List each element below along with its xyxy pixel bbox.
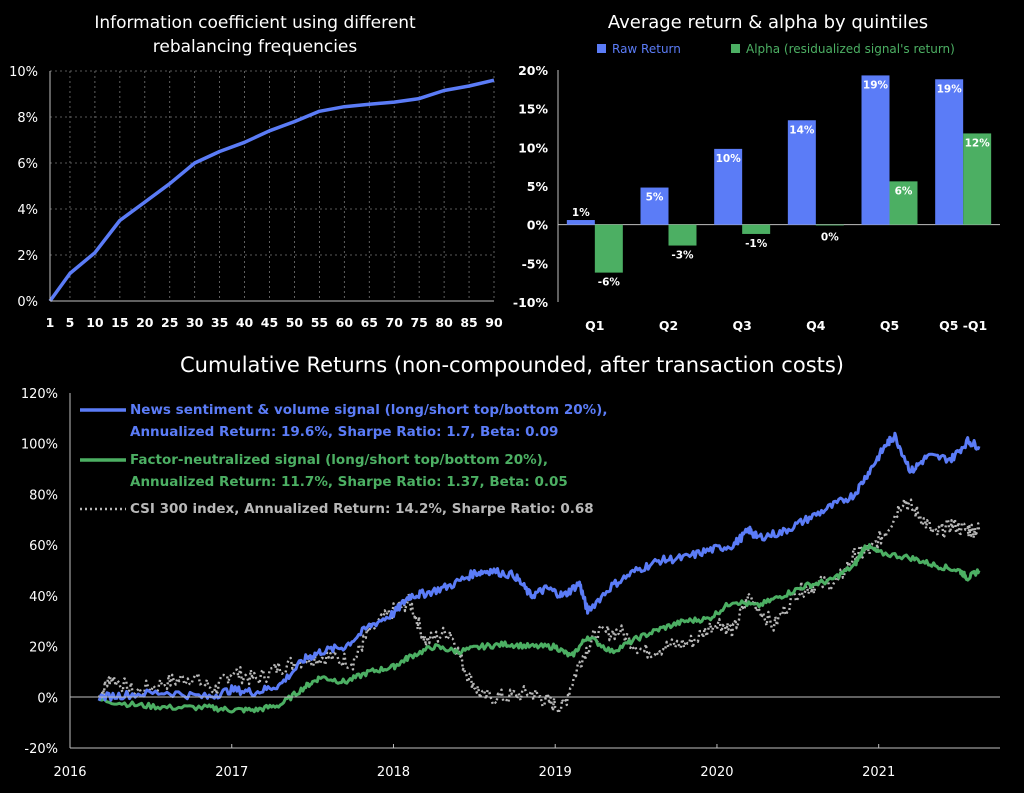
category-label: Q1 xyxy=(585,318,604,333)
bar-value-label: -6% xyxy=(598,277,621,289)
alpha-bar xyxy=(815,224,844,226)
bar-value-label: 14% xyxy=(789,124,815,136)
x-tick-label: 50 xyxy=(286,315,304,330)
x-tick-label: 60 xyxy=(336,315,354,330)
category-label: Q5 xyxy=(880,318,899,333)
bar-value-label: 12% xyxy=(965,137,991,149)
y-tick-label: 4% xyxy=(17,203,38,218)
y-tick-label: 2% xyxy=(17,249,38,264)
x-tick-label: 2019 xyxy=(539,765,572,780)
x-tick-label: 70 xyxy=(386,315,404,330)
x-tick-label: 80 xyxy=(435,315,453,330)
category-label: Q5 -Q1 xyxy=(939,318,987,333)
alpha-bar xyxy=(889,181,918,225)
y-tick-label: -10% xyxy=(513,295,549,310)
y-tick-label: -5% xyxy=(522,256,549,271)
y-tick-label: 6% xyxy=(17,157,38,172)
legend-factor-line2: Annualized Return: 11.7%, Sharpe Ratio: … xyxy=(130,474,568,490)
csi300-line xyxy=(97,497,981,715)
x-tick-label: 10 xyxy=(86,315,104,330)
raw-return-bar xyxy=(566,220,595,225)
x-tick-label: 5 xyxy=(66,315,75,330)
x-tick-label: 55 xyxy=(311,315,328,330)
y-tick-label: 20% xyxy=(29,641,58,656)
alpha-bar xyxy=(963,133,992,225)
x-tick-label: 75 xyxy=(410,315,427,330)
x-tick-label: 45 xyxy=(261,315,278,330)
y-tick-label: 80% xyxy=(29,488,58,503)
y-tick-label: 10% xyxy=(9,65,38,80)
y-tick-label: 0% xyxy=(17,295,38,310)
category-label: Q4 xyxy=(806,318,826,333)
x-tick-label: 40 xyxy=(236,315,254,330)
legend-news-line2: Annualized Return: 19.6%, Sharpe Ratio: … xyxy=(130,424,558,440)
ic-chart-title-line1: Information coefficient using different xyxy=(94,13,416,33)
x-tick-label: 20 xyxy=(136,315,154,330)
x-tick-label: 2017 xyxy=(215,765,248,780)
legend-swatch-alpha xyxy=(731,44,740,53)
y-tick-label: 0% xyxy=(37,691,58,706)
news-signal-line xyxy=(97,431,981,702)
bar-value-label: 1% xyxy=(572,207,590,219)
y-tick-label: 15% xyxy=(518,102,548,117)
x-tick-label: 15 xyxy=(111,315,128,330)
x-tick-label: 1 xyxy=(46,315,55,330)
legend-csi300: CSI 300 index, Annualized Return: 14.2%,… xyxy=(130,501,594,517)
category-label: Q2 xyxy=(659,318,678,333)
bar-value-label: 6% xyxy=(895,185,913,197)
ic-chart: Information coefficient using different … xyxy=(9,13,503,330)
x-tick-label: 2020 xyxy=(700,765,733,780)
bar-value-label: 19% xyxy=(937,83,963,95)
alpha-bar xyxy=(594,224,623,273)
raw-return-bar xyxy=(861,75,890,225)
alpha-bar xyxy=(668,224,697,246)
quintile-chart-title: Average return & alpha by quintiles xyxy=(608,12,928,33)
raw-return-bar xyxy=(714,148,743,225)
y-tick-label: 8% xyxy=(17,111,38,126)
bar-value-label: 5% xyxy=(646,192,664,204)
x-tick-label: 65 xyxy=(361,315,378,330)
x-tick-label: 2016 xyxy=(53,765,86,780)
category-label: Q3 xyxy=(733,318,752,333)
y-tick-label: 120% xyxy=(21,387,58,402)
bar-value-label: -3% xyxy=(671,250,694,262)
y-tick-label: -20% xyxy=(24,742,58,757)
legend-swatch-raw-return xyxy=(597,44,606,53)
x-tick-label: 85 xyxy=(460,315,477,330)
x-tick-label: 2018 xyxy=(377,765,410,780)
x-tick-label: 30 xyxy=(186,315,204,330)
raw-return-bar xyxy=(787,120,816,225)
alpha-bar xyxy=(742,224,771,234)
bar-value-label: 0% xyxy=(821,232,839,244)
x-tick-label: 90 xyxy=(485,315,503,330)
legend-factor-line1: Factor-neutralized signal (long/short to… xyxy=(130,452,548,468)
raw-return-bar xyxy=(935,79,964,225)
legend-news-line1: News sentiment & volume signal (long/sho… xyxy=(130,402,607,418)
y-tick-label: 100% xyxy=(21,438,58,453)
x-tick-label: 35 xyxy=(211,315,228,330)
bar-value-label: 10% xyxy=(716,153,742,165)
cumulative-chart: Cumulative Returns (non-compounded, afte… xyxy=(21,353,1000,780)
y-tick-label: 20% xyxy=(518,63,548,78)
y-tick-label: 60% xyxy=(29,539,58,554)
cumulative-chart-title: Cumulative Returns (non-compounded, afte… xyxy=(180,353,844,377)
x-tick-label: 2021 xyxy=(862,765,895,780)
bar-value-label: -1% xyxy=(745,238,768,250)
raw-return-bar xyxy=(640,187,669,225)
ic-chart-title-line2: rebalancing frequencies xyxy=(153,37,358,57)
legend-raw-return: Raw Return xyxy=(612,42,681,56)
y-tick-label: 5% xyxy=(527,179,549,194)
x-tick-label: 25 xyxy=(161,315,178,330)
bar-value-label: 19% xyxy=(863,79,889,91)
legend-alpha: Alpha (residualized signal's return) xyxy=(746,42,955,56)
y-tick-label: 40% xyxy=(29,590,58,605)
ic-series-line xyxy=(48,78,495,303)
quintile-chart: Average return & alpha by quintiles Raw … xyxy=(513,12,1000,333)
y-tick-label: 10% xyxy=(518,140,548,155)
y-tick-label: 0% xyxy=(527,218,549,233)
